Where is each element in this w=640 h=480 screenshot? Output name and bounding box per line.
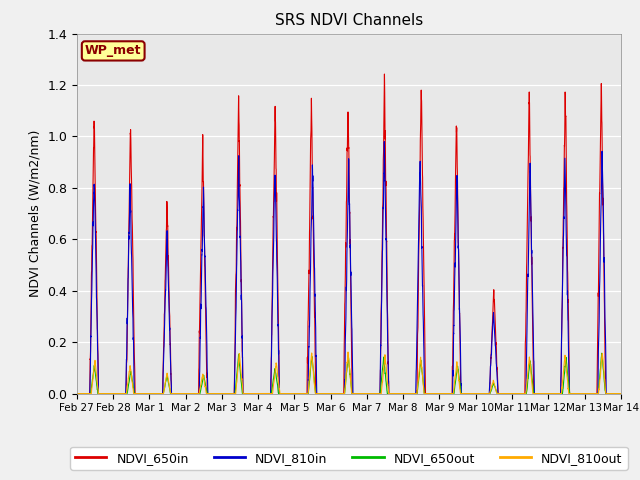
Line: NDVI_650out: NDVI_650out	[77, 353, 621, 394]
NDVI_810out	[131, 391, 138, 396]
NDVI_650in	[381, 71, 388, 77]
NDVI_650in	[450, 272, 458, 277]
NDVI_810in	[617, 391, 625, 396]
NDVI_650out	[139, 391, 147, 396]
Line: NDVI_810in: NDVI_810in	[77, 142, 621, 394]
Line: NDVI_810out: NDVI_810out	[77, 352, 621, 394]
Title: SRS NDVI Channels: SRS NDVI Channels	[275, 13, 423, 28]
NDVI_650out	[598, 350, 605, 356]
NDVI_650out	[450, 391, 458, 396]
NDVI_650in	[139, 391, 147, 396]
NDVI_810in	[450, 323, 458, 328]
NDVI_810out	[73, 391, 81, 396]
NDVI_650in	[73, 391, 81, 396]
Y-axis label: NDVI Channels (W/m2/nm): NDVI Channels (W/m2/nm)	[29, 130, 42, 297]
NDVI_810out	[335, 391, 343, 396]
NDVI_650out	[493, 391, 501, 396]
NDVI_810in	[73, 391, 81, 396]
NDVI_810in	[493, 378, 501, 384]
NDVI_650out	[617, 391, 625, 396]
NDVI_810out	[617, 391, 625, 396]
NDVI_650in	[617, 391, 625, 396]
NDVI_650in	[131, 357, 138, 362]
NDVI_810out	[139, 391, 147, 396]
NDVI_650in	[493, 371, 501, 377]
NDVI_810out	[450, 384, 458, 390]
NDVI_650in	[255, 391, 263, 396]
Legend: NDVI_650in, NDVI_810in, NDVI_650out, NDVI_810out: NDVI_650in, NDVI_810in, NDVI_650out, NDV…	[70, 447, 628, 469]
NDVI_810out	[493, 391, 501, 396]
NDVI_810out	[344, 349, 352, 355]
NDVI_650out	[335, 391, 343, 396]
NDVI_810in	[131, 391, 138, 396]
NDVI_810in	[335, 391, 343, 396]
NDVI_650in	[335, 391, 343, 396]
Text: WP_met: WP_met	[85, 44, 141, 58]
Line: NDVI_650in: NDVI_650in	[77, 74, 621, 394]
NDVI_810in	[380, 139, 388, 144]
NDVI_810in	[255, 391, 263, 396]
NDVI_810in	[139, 391, 147, 396]
NDVI_650out	[73, 391, 81, 396]
NDVI_650out	[131, 391, 138, 396]
NDVI_810out	[255, 391, 263, 396]
NDVI_650out	[255, 391, 263, 396]
